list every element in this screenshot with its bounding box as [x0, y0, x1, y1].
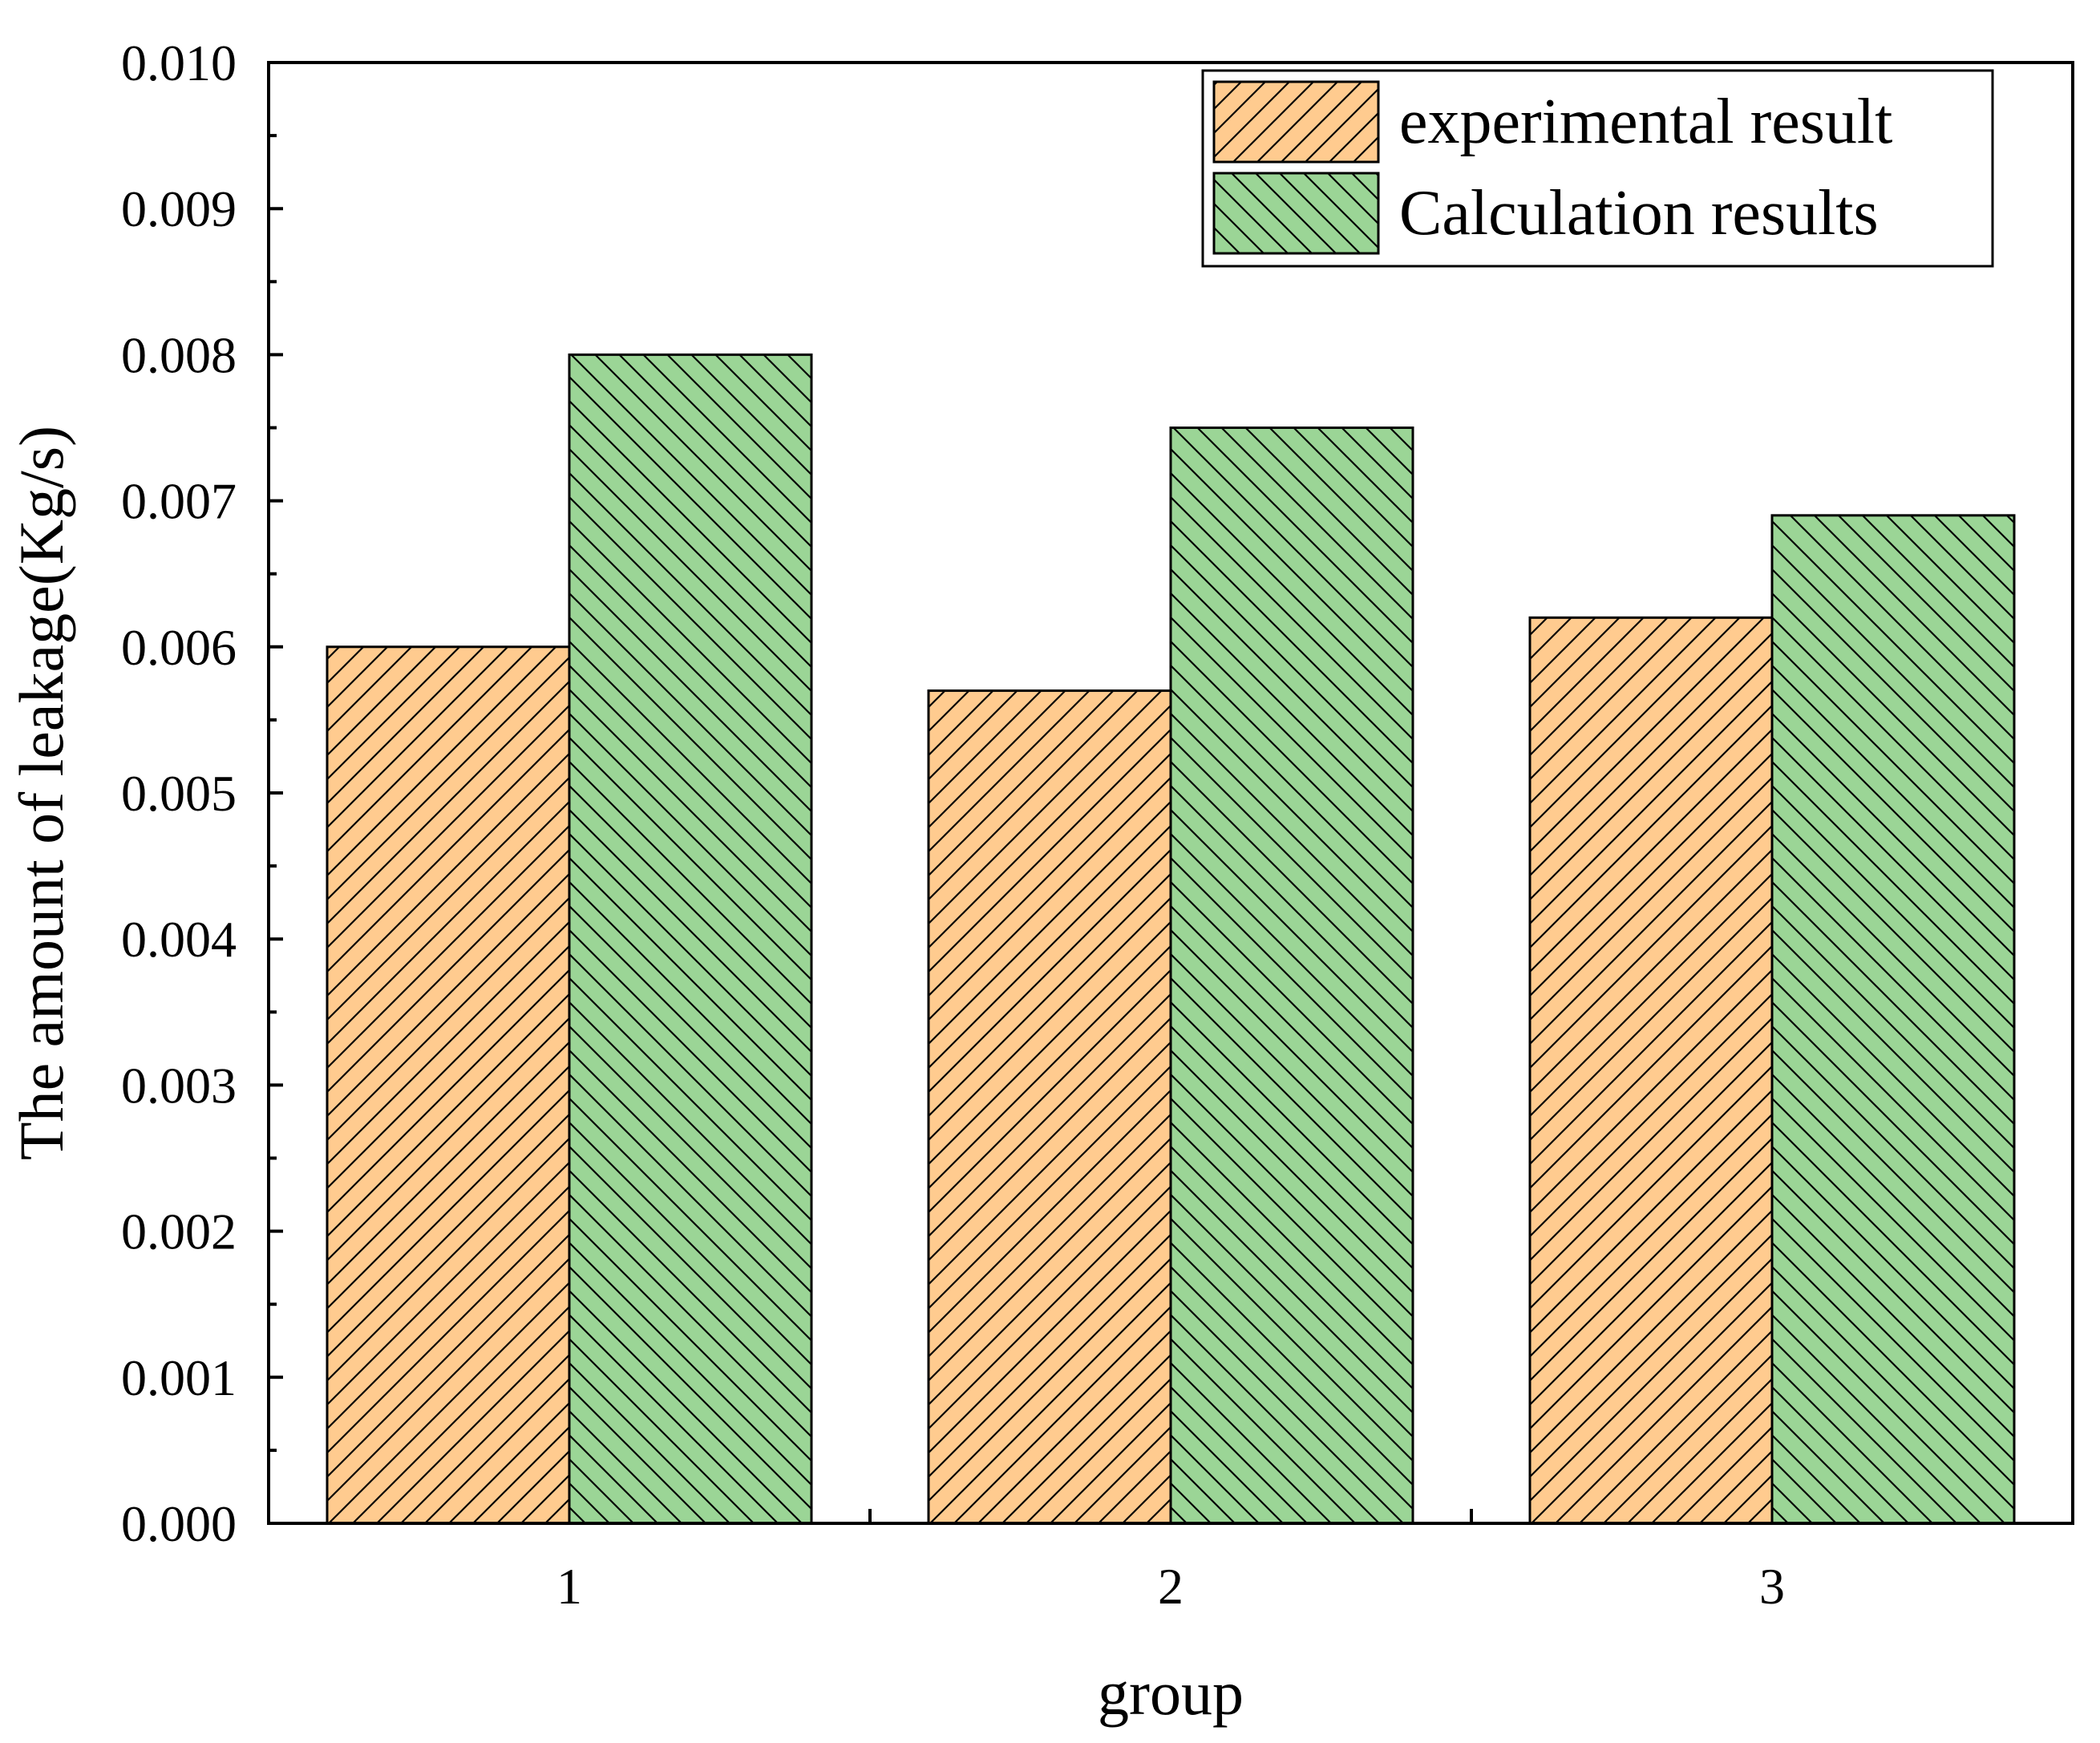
- y-tick-label: 0.009: [121, 180, 237, 237]
- y-tick-label: 0.000: [121, 1495, 237, 1552]
- y-axis-title: The amount of leakage(Kg/s): [6, 426, 76, 1160]
- bar-calculation-group-1: [568, 353, 813, 1525]
- legend: experimental result Calculation results: [1201, 69, 1994, 268]
- bar-calculation-group-3: [1770, 514, 2016, 1525]
- labels-layer: 0.000 0.001 0.002 0.003 0.004 0.005 0.006 0.007…: [121, 34, 1785, 1615]
- y-tick-label: 0.005: [121, 765, 237, 822]
- x-tick-label: 2: [1158, 1558, 1184, 1615]
- legend-label-experimental: experimental result: [1399, 87, 1892, 157]
- y-tick-label: 0.004: [121, 911, 237, 968]
- legend-label-calculation: Calculation results: [1399, 178, 1879, 249]
- axes-layer: [267, 61, 2074, 1525]
- x-tick-label: 1: [556, 1558, 582, 1615]
- x-axis-title: group: [1098, 1658, 1244, 1728]
- bar-experimental-group-1: [326, 645, 571, 1525]
- y-tick-label: 0.008: [121, 326, 237, 383]
- y-tick-label: 0.003: [121, 1057, 237, 1114]
- y-tick-label: 0.001: [121, 1349, 237, 1406]
- y-tick-label: 0.006: [121, 619, 237, 676]
- y-tick-label: 0.010: [121, 34, 237, 91]
- bars-layer: [326, 353, 2016, 1525]
- legend-swatch-experimental: [1212, 80, 1380, 164]
- bar-experimental-group-2: [927, 689, 1172, 1525]
- x-tick-label: 3: [1759, 1558, 1785, 1615]
- legend-swatch-calculation: [1212, 172, 1380, 255]
- bar-calculation-group-2: [1169, 427, 1414, 1525]
- bar-experimental-group-3: [1528, 616, 1774, 1525]
- y-tick-label: 0.002: [121, 1203, 237, 1260]
- y-tick-label: 0.007: [121, 473, 237, 530]
